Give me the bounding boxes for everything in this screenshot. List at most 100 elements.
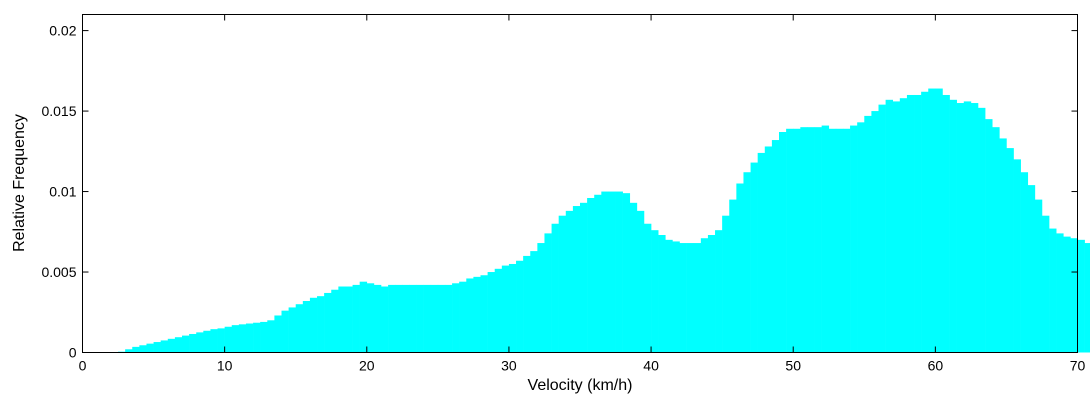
histogram-bar — [373, 284, 382, 353]
histogram-bar — [587, 197, 595, 353]
histogram-bars — [110, 88, 1090, 353]
x-axis-label: Velocity (km/h) — [528, 377, 633, 394]
histogram-bar — [452, 283, 460, 353]
histogram-bar — [970, 103, 979, 353]
histogram-bar — [132, 346, 140, 353]
histogram-bar — [757, 152, 766, 353]
histogram-bar — [267, 320, 275, 353]
histogram-bar — [416, 284, 424, 353]
histogram-bar — [189, 333, 197, 353]
y-tick-label: 0.02 — [49, 23, 76, 39]
histogram-bar — [473, 276, 481, 353]
histogram-bar — [572, 206, 581, 353]
histogram-bar — [565, 210, 574, 353]
histogram-bar — [864, 115, 872, 353]
histogram-bar — [395, 284, 403, 353]
histogram-bar — [466, 278, 474, 353]
histogram-bar — [693, 243, 702, 353]
x-tick-label: 20 — [359, 358, 375, 374]
histogram-bar — [956, 103, 965, 353]
histogram-bar — [288, 307, 297, 353]
histogram-bar — [331, 289, 339, 353]
histogram-bar — [430, 284, 439, 353]
histogram-bar — [224, 326, 233, 353]
histogram-bar — [217, 328, 225, 353]
histogram-bar — [601, 191, 609, 353]
y-tick-label: 0 — [69, 345, 77, 361]
histogram-bar — [835, 128, 844, 353]
histogram-bar — [423, 284, 432, 353]
histogram-bar — [892, 101, 901, 353]
histogram-bar — [1041, 215, 1050, 353]
histogram-bar — [437, 284, 446, 353]
histogram-bar — [324, 292, 332, 353]
histogram-bar — [196, 332, 204, 353]
histogram-bar — [899, 98, 908, 353]
histogram-bar — [615, 191, 623, 353]
histogram-bar — [253, 322, 261, 353]
histogram-bar — [182, 335, 190, 353]
histogram-bar — [480, 275, 488, 353]
histogram-bar — [352, 284, 360, 353]
histogram-bar — [821, 125, 830, 353]
histogram-bar — [317, 296, 325, 353]
y-tick-label: 0.005 — [41, 264, 76, 280]
histogram-bar — [963, 101, 972, 353]
histogram-bar — [139, 345, 147, 353]
histogram-bar — [388, 284, 396, 353]
histogram-bar — [302, 300, 311, 353]
histogram-bar — [501, 265, 510, 353]
histogram-bar — [551, 223, 559, 353]
histogram-bar — [779, 131, 787, 353]
histogram-bar — [1056, 233, 1064, 353]
histogram-bar — [800, 127, 808, 353]
histogram-bar — [1013, 159, 1021, 353]
histogram-bar — [707, 235, 716, 353]
histogram-bar — [942, 94, 950, 353]
histogram-bar — [885, 99, 894, 353]
histogram-bar — [679, 243, 687, 353]
histogram-bar — [1027, 185, 1036, 353]
histogram-bar — [295, 304, 304, 353]
histogram-bar — [487, 272, 496, 353]
histogram-bar — [338, 286, 346, 353]
histogram-bar — [537, 243, 545, 353]
histogram-bar — [636, 210, 645, 353]
histogram-bar — [167, 338, 176, 353]
histogram-bar — [857, 122, 865, 353]
histogram-bar — [814, 127, 822, 353]
histogram-bar — [1034, 199, 1043, 353]
histogram-bar — [622, 193, 631, 353]
plot-frame — [82, 14, 1078, 353]
histogram-bar — [949, 99, 957, 353]
x-axis-ticks: 0 10 20 30 40 50 60 70 — [79, 14, 1085, 374]
histogram-bar — [643, 223, 652, 353]
x-tick-label: 10 — [217, 358, 233, 374]
histogram-bar — [992, 127, 1000, 353]
histogram-bar — [558, 215, 567, 353]
y-axis-ticks: 0 0.005 0.01 0.015 0.02 — [41, 23, 1078, 361]
histogram-bar — [651, 230, 659, 353]
histogram-bar — [238, 324, 247, 353]
histogram-bar — [686, 243, 695, 353]
histogram-bar — [146, 343, 154, 353]
histogram-bar — [345, 286, 353, 353]
histogram-bar — [544, 233, 552, 353]
histogram-bar — [1020, 172, 1029, 353]
histogram-bar — [736, 183, 744, 353]
histogram-bar — [921, 91, 929, 353]
x-tick-label: 60 — [928, 358, 944, 374]
histogram-bar — [1063, 236, 1071, 353]
y-tick-label: 0.01 — [49, 184, 76, 200]
histogram-bar — [878, 104, 886, 353]
histogram-bar — [928, 88, 936, 353]
histogram-bar — [658, 235, 666, 353]
histogram-bar — [174, 337, 183, 353]
histogram-bar — [1084, 243, 1090, 353]
histogram-bar — [1006, 148, 1014, 353]
histogram-bar — [245, 323, 254, 353]
histogram-bar — [1049, 228, 1057, 353]
histogram-bar — [672, 241, 680, 353]
histogram-bar — [771, 140, 780, 353]
histogram-bar — [381, 286, 389, 353]
